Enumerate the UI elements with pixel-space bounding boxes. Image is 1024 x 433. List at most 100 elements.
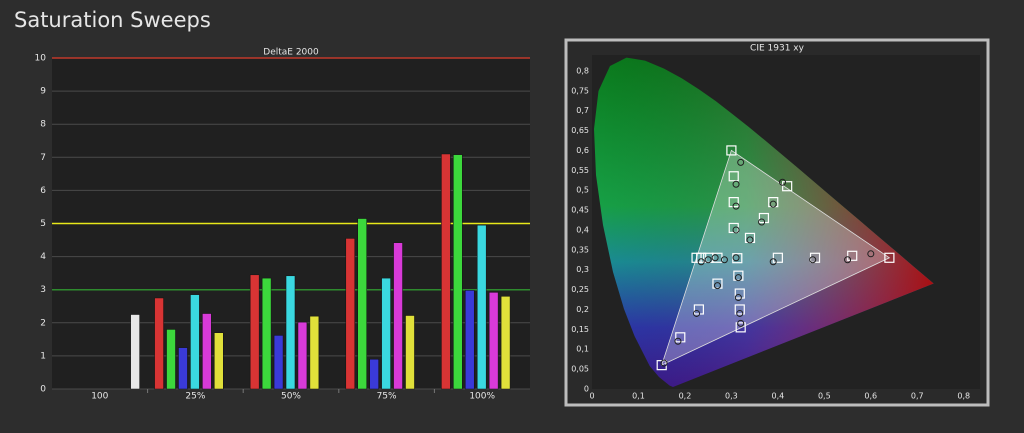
y-tick-label: 0,2 [576, 305, 589, 314]
bar [405, 315, 415, 390]
y-tick-label: 0,45 [571, 206, 589, 215]
measured-point [697, 258, 705, 266]
measured-point [732, 180, 740, 188]
page-title: Saturation Sweeps [14, 8, 211, 32]
measured-point [660, 359, 668, 367]
y-tick-label: 0,25 [571, 285, 589, 294]
target-point [693, 304, 704, 315]
measured-point [737, 319, 745, 327]
y-tick-label: 0,4 [576, 225, 589, 234]
target-point [728, 171, 739, 182]
bar [130, 314, 140, 390]
x-tick-label: 0 [589, 392, 594, 401]
bar [345, 238, 355, 390]
measured-point [704, 256, 712, 264]
y-tick-label: 0 [584, 385, 589, 394]
bar [465, 290, 475, 390]
x-tick-label: 0,8 [957, 392, 970, 401]
bar [393, 242, 403, 390]
y-tick-label: 0,35 [571, 245, 589, 254]
bar [500, 296, 511, 390]
bar [381, 277, 391, 390]
x-tick-label: 25% [185, 392, 205, 402]
x-tick-label: 0,4 [772, 392, 785, 401]
measured-point [732, 202, 740, 210]
y-tick-label: 3 [40, 285, 46, 295]
bar [249, 274, 260, 390]
y-tick-label: 0,6 [576, 146, 589, 155]
bar [166, 329, 176, 390]
y-tick-label: 0,75 [571, 86, 589, 95]
measured-point [746, 236, 754, 244]
y-tick-label: 0,15 [571, 325, 589, 334]
y-tick-label: 5 [40, 219, 46, 229]
measured-point [737, 158, 745, 166]
bar [214, 332, 224, 390]
y-tick-label: 0,8 [576, 66, 589, 75]
x-tick-label: 100% [469, 392, 495, 402]
bar [369, 358, 379, 390]
bar [273, 335, 284, 390]
bar [453, 154, 463, 390]
target-point [734, 304, 745, 315]
bar [190, 294, 200, 390]
bar [309, 315, 320, 390]
bar [202, 313, 212, 390]
bar [441, 153, 451, 390]
measured-point [736, 309, 744, 317]
measured-point [769, 200, 777, 208]
y-tick-label: 0,55 [571, 166, 589, 175]
x-tick-label: 0,3 [725, 392, 738, 401]
x-tick-label: 0,6 [864, 392, 877, 401]
measured-point [693, 309, 701, 317]
bar [285, 275, 296, 390]
measured-point [779, 178, 787, 186]
target-point [758, 212, 770, 224]
target-point [675, 332, 686, 343]
bar [178, 347, 188, 390]
measured-point [711, 254, 719, 262]
y-tick-label: 0,5 [576, 186, 589, 195]
measured-point [867, 250, 875, 258]
x-tick-label: 0,5 [818, 392, 831, 401]
target-point [884, 252, 895, 263]
y-tick-label: 4 [40, 252, 46, 262]
target-point [782, 181, 793, 192]
measured-point [809, 256, 817, 264]
x-tick-label: 0,2 [679, 392, 692, 401]
measured-point [769, 258, 777, 266]
target-point [728, 197, 739, 208]
x-tick-label: 50% [281, 392, 301, 402]
target-point [772, 252, 783, 263]
x-tick-label: 100 [91, 392, 108, 402]
measured-point [720, 256, 728, 264]
y-tick-label: 7 [40, 153, 46, 163]
y-tick-label: 1 [40, 351, 46, 361]
measured-point [713, 282, 721, 290]
x-tick-label: 0,1 [632, 392, 645, 401]
y-tick-label: 6 [40, 186, 46, 196]
target-point [691, 252, 702, 263]
y-tick-label: 0,65 [571, 126, 589, 135]
y-tick-label: 0,1 [576, 345, 589, 354]
y-tick-label: 8 [40, 120, 46, 130]
bar [357, 218, 367, 390]
measured-point [758, 218, 766, 226]
measured-point [734, 294, 742, 302]
x-tick-label: 0,7 [911, 392, 924, 401]
bar [154, 297, 164, 390]
y-tick-label: 2 [40, 318, 46, 328]
target-point [847, 250, 858, 261]
y-tick-label: 10 [35, 54, 47, 64]
measured-point [732, 226, 740, 234]
bar [297, 321, 308, 390]
cie-chart-title: CIE 1931 xy [750, 44, 805, 54]
bar-chart-title: DeltaE 2000 [263, 48, 319, 58]
measured-point [732, 254, 740, 262]
bar [261, 277, 272, 390]
measured-point [674, 337, 682, 345]
target-point [735, 322, 746, 333]
x-tick-label: 75% [377, 392, 397, 402]
